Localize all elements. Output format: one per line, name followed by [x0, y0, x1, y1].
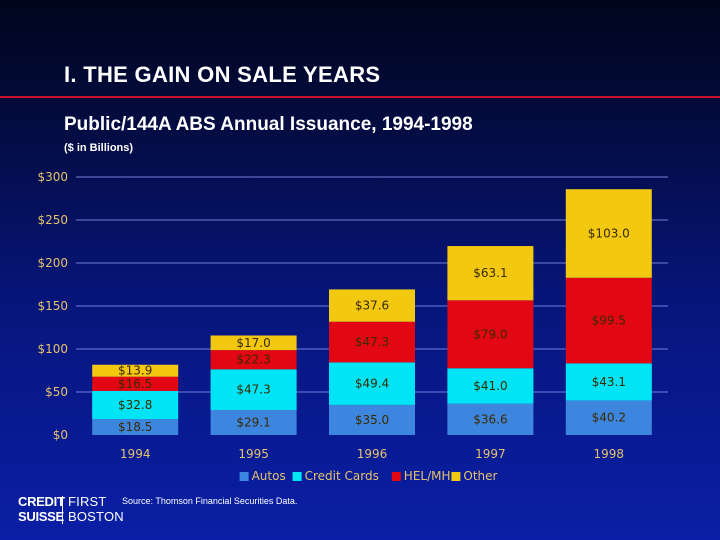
bar-value-label: $43.1: [592, 375, 626, 389]
bar-value-label: $16.5: [118, 377, 152, 391]
legend-label: HEL/MH: [404, 469, 451, 483]
bar-segment: [92, 390, 179, 420]
legend-swatch: [451, 472, 461, 481]
bar-value-label: $103.0: [588, 227, 630, 241]
source-note: Source: Thomson Financial Securities Dat…: [122, 496, 298, 506]
bar-value-label: $49.4: [355, 377, 389, 391]
bar-segment: [447, 246, 534, 301]
bar-value-label: $37.6: [355, 299, 389, 313]
bar-value-label: $13.9: [118, 364, 152, 378]
legend-label: Credit Cards: [305, 469, 379, 483]
units-note: ($ in Billions): [64, 142, 134, 154]
bar-segment: [92, 419, 179, 435]
legend-swatch: [239, 472, 249, 481]
legend-swatch: [391, 472, 401, 481]
y-tick-label: $0: [53, 428, 68, 442]
title-divider: [0, 96, 720, 98]
bar-segment: [210, 409, 297, 435]
bar-value-label: $36.6: [473, 412, 507, 426]
bar-value-label: $18.5: [118, 420, 152, 434]
bar-segment: [329, 404, 415, 435]
legend-swatch: [292, 472, 302, 481]
x-tick-label: 1996: [357, 447, 388, 461]
bar-segment: [329, 362, 415, 405]
credit-suisse-first-boston-logo: CREDIT SUISSE FIRST BOSTON: [18, 494, 124, 526]
bar-value-label: $47.3: [355, 335, 389, 349]
logo-divider: [62, 496, 63, 524]
x-tick-label: 1995: [238, 447, 269, 461]
bar-value-label: $35.0: [355, 413, 389, 427]
y-tick-label: $100: [37, 342, 68, 356]
bar-segment: [565, 189, 652, 278]
legend-label: Other: [463, 469, 497, 483]
bar-value-label: $40.2: [592, 411, 626, 425]
logo-text-first: FIRST: [68, 494, 107, 509]
y-tick-label: $50: [45, 385, 68, 399]
bar-value-label: $41.0: [473, 379, 507, 393]
logo-text-credit: CREDIT: [18, 494, 65, 509]
bar-value-label: $63.1: [473, 266, 507, 280]
bar-value-label: $79.0: [473, 327, 507, 341]
bar-value-label: $32.8: [118, 398, 152, 412]
bar-segment: [565, 363, 652, 401]
bar-segment: [210, 350, 297, 370]
y-tick-label: $200: [37, 256, 68, 270]
legend-label: Autos: [252, 469, 286, 483]
logo-text-suisse: SUISSE: [18, 509, 64, 524]
chart-subtitle: Public/144A ABS Annual Issuance, 1994-19…: [64, 114, 473, 135]
bar-segment: [329, 321, 415, 363]
bar-segment: [210, 335, 297, 351]
bar-segment: [565, 277, 652, 364]
logo-text-boston: BOSTON: [68, 509, 124, 524]
bar-segment: [447, 368, 534, 404]
bar-value-label: $99.5: [592, 314, 626, 328]
bar-segment: [565, 400, 652, 435]
bar-segment: [92, 364, 179, 377]
y-tick-label: $250: [37, 213, 68, 227]
bar-value-label: $29.1: [236, 415, 270, 429]
bar-segment: [210, 369, 297, 410]
slide-title: I. THE GAIN ON SALE YEARS: [64, 62, 381, 87]
y-tick-label: $300: [37, 170, 68, 184]
bar-segment: [447, 403, 534, 435]
x-tick-label: 1994: [120, 447, 151, 461]
bar-segment: [447, 300, 534, 369]
y-tick-label: $150: [37, 299, 68, 313]
bar-value-label: $47.3: [236, 383, 270, 397]
x-tick-label: 1997: [475, 447, 506, 461]
bar-value-label: $22.3: [236, 353, 270, 367]
x-tick-label: 1998: [594, 447, 625, 461]
bar-value-label: $17.0: [236, 336, 270, 350]
bar-segment: [92, 376, 179, 391]
bar-segment: [329, 289, 415, 322]
